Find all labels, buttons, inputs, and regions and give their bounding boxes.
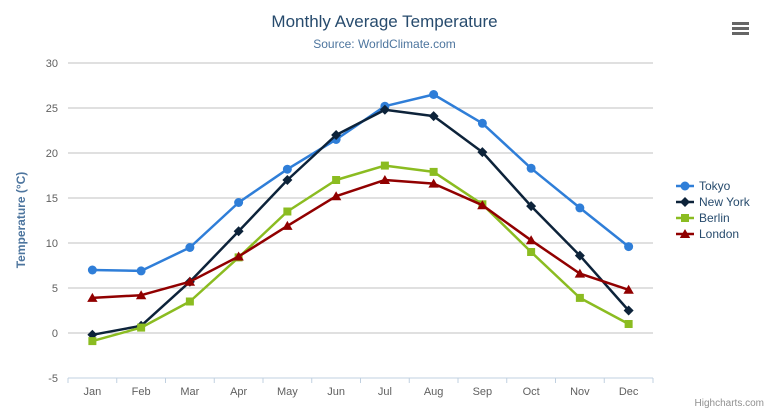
x-axis-tick-label: Sep [473,386,493,398]
x-axis-tick-label: Jun [327,386,345,398]
series-line-tokyo [91,93,630,273]
legend-marker-london [679,229,691,238]
y-axis-tick-label: 0 [52,328,58,340]
x-axis-tick-label: Feb [132,386,151,398]
series-line-new-york [91,108,630,337]
chart-subtitle: Source: WorldClimate.com [313,37,456,51]
legend-marker-diamond-icon [676,197,694,207]
data-point-london-sep[interactable] [477,200,488,210]
y-axis-tick-label: 25 [46,103,58,115]
legend-item-tokyo[interactable]: Tokyo [676,178,750,194]
data-point-berlin-mar[interactable] [185,297,194,306]
chart-title: Monthly Average Temperature [271,12,498,31]
legend-item-label: Berlin [699,211,730,225]
axis-layer: -5 0 5 10 15 20 25 30 Jan Feb Mar Apr May Jun Jul Aug Se… [46,58,654,398]
data-point-new-york-nov[interactable] [574,250,585,261]
legend-item-berlin[interactable]: Berlin [676,210,750,226]
series-london [87,175,634,302]
data-point-london-aug[interactable] [428,178,439,188]
data-point-new-york-oct[interactable] [526,201,537,212]
legend-item-label: New York [699,195,750,209]
data-point-new-york-jun[interactable] [331,130,342,140]
credits-link[interactable]: Highcharts.com [694,398,764,409]
data-point-tokyo-aug[interactable] [429,90,439,99]
series-new-york [87,104,634,340]
data-point-tokyo-apr[interactable] [234,198,244,207]
data-point-london-oct[interactable] [525,235,537,245]
data-point-berlin-oct[interactable] [527,248,536,256]
data-point-berlin-nov[interactable] [575,293,584,302]
x-axis-tick-label: Jul [378,386,392,398]
hamburger-menu-icon [732,32,749,35]
data-point-tokyo-dec[interactable] [624,242,634,252]
y-axis-title: Temperature (°C) [14,172,28,269]
x-axis-tick-label: May [277,386,298,398]
x-axis-tick-label: Apr [230,386,247,398]
y-axis-tick-label: 10 [46,238,58,250]
x-axis-tick-label: Mar [180,386,199,398]
data-point-london-jul[interactable] [379,175,391,184]
data-point-tokyo-may[interactable] [282,164,292,174]
data-point-berlin-aug[interactable] [429,167,438,176]
legend-marker-new-york [680,197,690,207]
data-point-berlin-jul[interactable] [380,161,389,170]
x-axis-tick-label: Oct [523,386,540,398]
y-axis-tick-label: 15 [46,193,58,205]
hamburger-menu-icon [732,27,749,30]
y-axis-tick-label: 5 [52,283,58,295]
data-point-london-jun[interactable] [330,191,342,201]
legend-marker-tokyo [680,181,690,191]
data-point-london-may[interactable] [282,220,293,230]
data-point-new-york-dec[interactable] [623,305,634,316]
data-point-tokyo-feb[interactable] [136,266,146,276]
data-point-new-york-apr[interactable] [233,226,244,237]
data-point-new-york-aug[interactable] [428,111,439,122]
hamburger-menu-icon [732,22,749,25]
data-point-london-apr[interactable] [233,251,244,261]
data-point-berlin-may[interactable] [283,207,292,216]
series-line-london [91,178,630,300]
data-point-new-york-sep[interactable] [477,147,488,158]
data-point-london-dec[interactable] [623,284,634,294]
data-point-berlin-dec[interactable] [624,320,633,328]
series-tokyo [87,90,634,276]
legend-marker-triangle-icon [676,229,694,238]
y-axis-tick-label: -5 [48,373,58,385]
legend-item-label: London [699,227,740,241]
data-point-london-nov[interactable] [574,268,586,278]
data-point-new-york-may[interactable] [282,175,293,185]
data-point-london-mar[interactable] [184,276,196,286]
legend: Tokyo New York Berlin London [676,178,750,242]
grid-layer [68,62,653,379]
legend-marker-berlin [681,214,689,222]
x-axis-tick-label: Aug [424,386,444,398]
x-axis-tick-label: Jan [84,386,102,398]
legend-marker-circle-icon [676,181,694,191]
legend-item-label: Tokyo [699,179,731,193]
legend-item-london[interactable]: London [676,226,750,242]
series-layer [87,90,634,346]
y-axis-tick-label: 30 [46,58,58,70]
data-point-berlin-jun[interactable] [332,176,341,184]
legend-item-new-york[interactable]: New York [676,194,750,210]
export-menu-button[interactable] [732,22,749,35]
data-point-tokyo-sep[interactable] [477,118,487,128]
data-point-berlin-jan[interactable] [88,337,97,346]
data-point-tokyo-jan[interactable] [87,265,97,275]
legend-marker-square-icon [676,214,694,222]
data-point-berlin-feb[interactable] [137,323,146,332]
x-axis-tick-label: Nov [570,386,590,398]
data-point-tokyo-oct[interactable] [526,163,536,173]
data-point-london-feb[interactable] [135,290,147,300]
data-point-tokyo-nov[interactable] [575,203,585,213]
y-axis-tick-label: 20 [46,148,58,160]
data-point-new-york-jul[interactable] [379,104,390,115]
x-axis-tick-label: Dec [619,386,639,398]
series-line-berlin [91,164,630,343]
data-point-tokyo-mar[interactable] [185,243,195,252]
data-point-london-jan[interactable] [87,292,98,302]
